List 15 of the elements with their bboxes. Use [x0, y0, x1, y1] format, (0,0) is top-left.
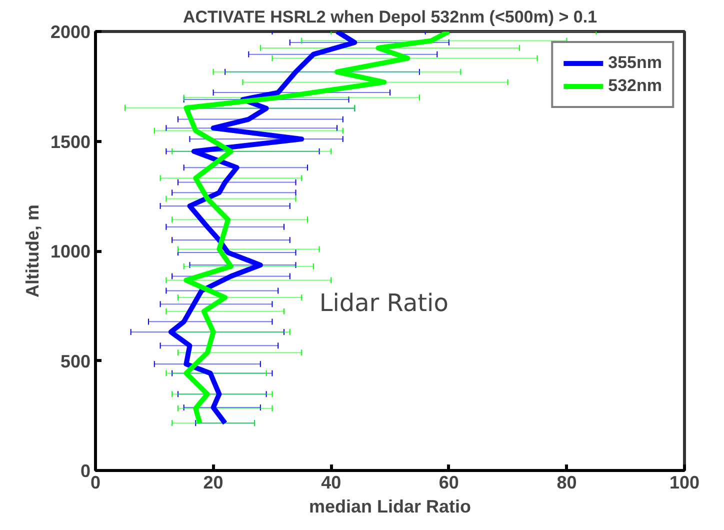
y-axis-title: Altitude, m — [22, 204, 42, 298]
y-tick-label: 2000 — [50, 22, 91, 42]
y-tick-label: 1000 — [50, 242, 91, 262]
x-tick-label: 100 — [669, 472, 700, 492]
x-tick-label: 60 — [438, 472, 459, 492]
x-tick-label: 20 — [203, 472, 224, 492]
legend-label: 355nm — [608, 53, 662, 73]
x-tick-label: 80 — [556, 472, 577, 492]
annotation: Lidar Ratio — [319, 288, 448, 317]
legend-label: 532nm — [608, 76, 662, 96]
x-tick-label: 40 — [321, 472, 342, 492]
chart-title: ACTIVATE HSRL2 when Depol 532nm (<500m) > 0.1 — [182, 8, 598, 26]
y-tick-label: 1500 — [50, 132, 91, 152]
y-tick-label: 500 — [60, 351, 91, 372]
x-axis-title: median Lidar Ratio — [308, 496, 472, 516]
